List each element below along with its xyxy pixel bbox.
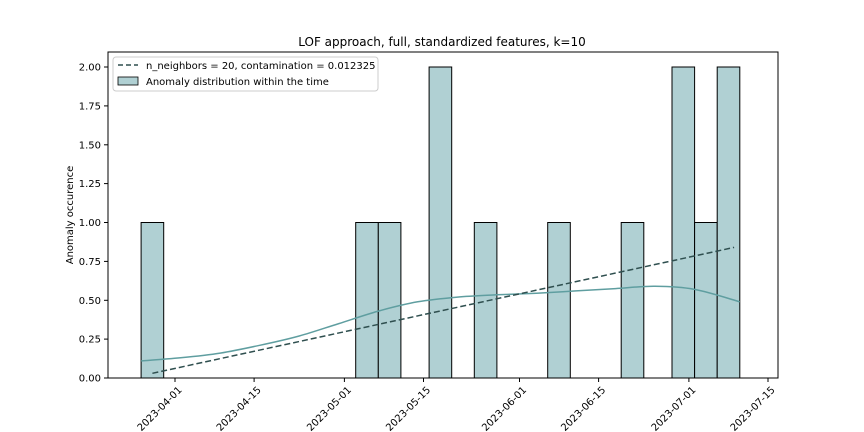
histogram-bar	[140, 222, 165, 379]
histogram-bar	[620, 222, 645, 379]
legend-box	[112, 56, 379, 92]
plot-frame	[107, 51, 779, 379]
y-axis-ticks: 0.00 0.25 0.50 0.75 1.00 1.25 1.50 1.75 2.00	[79, 63, 108, 385]
y-tick-label: 1.00	[79, 218, 101, 229]
chart-title: LOF approach, full, standardized feature…	[298, 35, 585, 49]
y-tick-label: 0.25	[79, 335, 101, 346]
legend-hist-swatch	[117, 76, 139, 86]
histogram-bar	[428, 66, 453, 379]
histogram-bar	[716, 66, 741, 379]
histogram-bar	[473, 222, 498, 379]
kde-line	[141, 285, 740, 362]
histogram-bar	[694, 222, 718, 379]
y-tick-label: 1.25	[79, 179, 101, 190]
series-lines	[141, 246, 740, 375]
histogram-bar	[377, 222, 402, 379]
y-tick-label: 0.50	[79, 296, 101, 307]
legend-hist-label: Anomaly distribution within the time	[146, 77, 329, 88]
y-tick-label: 0.75	[79, 257, 101, 268]
histogram-bar	[355, 222, 379, 379]
trend-line	[152, 246, 735, 375]
histogram-bars	[140, 66, 741, 379]
histogram-bar	[671, 66, 696, 379]
legend: n_neighbors = 20, contamination = 0.0123…	[112, 56, 379, 92]
y-axis-label: Anomaly occurence	[65, 166, 76, 265]
histogram-bar	[547, 222, 571, 379]
legend-trend-label: n_neighbors = 20, contamination = 0.0123…	[146, 61, 376, 72]
y-tick-label: 2.00	[79, 63, 101, 74]
y-tick-label: 0.00	[79, 374, 101, 385]
y-tick-label: 1.75	[79, 101, 101, 112]
y-tick-label: 1.50	[79, 140, 101, 151]
